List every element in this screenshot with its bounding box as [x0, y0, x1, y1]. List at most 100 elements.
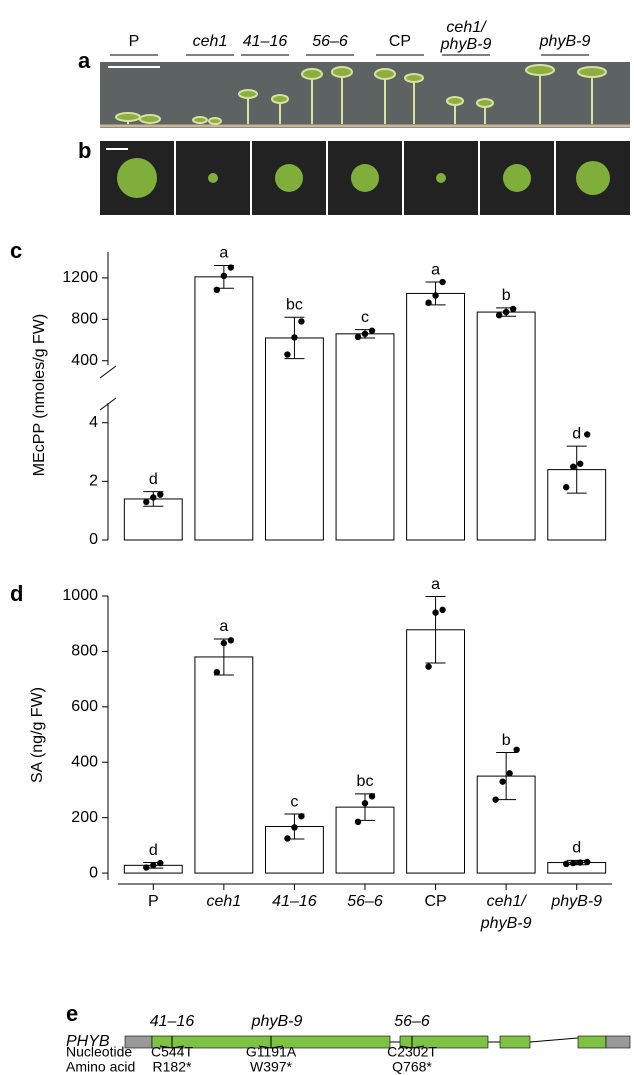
axis-break: [99, 397, 117, 411]
amino-acid-change: R182*: [153, 1059, 192, 1075]
photo-label: ceh1: [193, 33, 228, 50]
panel-label: b: [78, 138, 91, 163]
mutation-marker: [258, 1045, 272, 1049]
data-point: [570, 463, 577, 470]
data-point: [284, 351, 291, 358]
data-point: [509, 305, 517, 313]
data-point: [361, 330, 369, 338]
y-tick-label: 400: [71, 753, 98, 770]
data-point: [584, 858, 591, 866]
data-point: [298, 813, 305, 820]
bar: [264, 337, 324, 541]
significance-letter: bc: [286, 296, 303, 313]
data-point: [227, 637, 235, 644]
allele-label: phyB-9: [251, 1013, 303, 1030]
data-point: [368, 327, 376, 334]
y-tick-label: 400: [71, 352, 98, 369]
amino-acid-change: W397*: [250, 1059, 293, 1075]
data-point: [354, 818, 362, 826]
data-point: [143, 498, 150, 506]
gene-diagram: [124, 1035, 631, 1049]
data-point: [298, 318, 305, 325]
data-point: [577, 460, 584, 467]
photo-label: phyB-9: [440, 36, 492, 53]
bar: [335, 333, 395, 541]
mutation-marker: [411, 1045, 425, 1049]
data-point: [143, 864, 150, 871]
nucleotide-change: C544T: [151, 1044, 193, 1060]
mutation-marker: [270, 1045, 284, 1049]
data-point: [425, 299, 432, 306]
x-tick-label: 41–16: [272, 893, 317, 910]
data-point: [577, 859, 584, 866]
photo-row-a: [100, 62, 630, 128]
axis-break: [99, 365, 117, 379]
significance-letter: a: [219, 618, 228, 635]
photo-label: ceh1/: [446, 19, 487, 36]
intron: [529, 1037, 579, 1043]
photo-label: phyB-9: [539, 33, 591, 50]
y-tick-label: 0: [89, 531, 98, 548]
x-tick-label: phyB-9: [480, 915, 532, 932]
seedlings: [115, 64, 607, 125]
row-label: Nucleotide: [66, 1044, 132, 1060]
panel-label: a: [78, 48, 91, 73]
significance-letter: a: [431, 576, 440, 593]
mutation-marker: [159, 1045, 173, 1049]
data-point: [150, 862, 157, 869]
significance-letter: c: [361, 309, 369, 326]
data-point: [499, 778, 506, 785]
significance-letter: c: [290, 793, 298, 810]
data-point: [492, 796, 499, 803]
x-tick-label: ceh1/: [487, 893, 528, 910]
y-axis-label: SA (ng/g FW): [29, 687, 46, 783]
data-point: [361, 800, 369, 807]
data-point: [563, 860, 570, 868]
exon: [577, 1035, 607, 1049]
data-point: [291, 824, 298, 831]
data-point: [220, 639, 228, 647]
amino-acid-change: Q768*: [392, 1059, 432, 1075]
y-tick-label: 1200: [62, 269, 98, 286]
gene-name: PHYB: [66, 1033, 110, 1050]
panel-label: c: [10, 238, 22, 263]
data-point: [513, 746, 520, 753]
nucleotide-change: G1191A: [246, 1044, 297, 1060]
data-point: [506, 770, 513, 777]
data-point: [291, 334, 298, 341]
utr: [605, 1035, 631, 1049]
significance-letter: d: [572, 840, 581, 857]
x-tick-label: CP: [424, 893, 446, 910]
exon: [399, 1035, 489, 1049]
data-point: [157, 491, 164, 498]
data-point: [368, 793, 376, 800]
significance-letter: b: [502, 287, 511, 304]
significance-letter: d: [572, 425, 581, 442]
significance-letter: bc: [357, 773, 374, 790]
data-point: [425, 663, 432, 670]
significance-letter: b: [502, 732, 511, 749]
photo-label: CP: [389, 33, 411, 50]
data-point: [227, 264, 235, 271]
x-tick-label: 56–6: [347, 893, 383, 910]
y-tick-label: 1000: [62, 587, 98, 604]
data-point: [502, 308, 510, 316]
significance-letter: a: [431, 261, 440, 278]
rosettes: [117, 158, 610, 198]
y-tick-label: 800: [71, 643, 98, 660]
row-label: Amino acid: [66, 1059, 135, 1075]
panel-label: d: [10, 581, 23, 606]
data-point: [439, 606, 446, 614]
data-point: [213, 286, 221, 294]
data-point: [432, 292, 439, 299]
panel-label: e: [66, 1001, 78, 1026]
data-point: [563, 484, 570, 491]
y-tick-label: 4: [89, 414, 98, 431]
significance-letter: d: [149, 471, 158, 488]
data-point: [213, 668, 221, 676]
allele-label: 56–6: [394, 1013, 430, 1030]
bar: [194, 276, 254, 541]
photo-label: 56–6: [312, 33, 348, 50]
data-point: [220, 272, 228, 280]
